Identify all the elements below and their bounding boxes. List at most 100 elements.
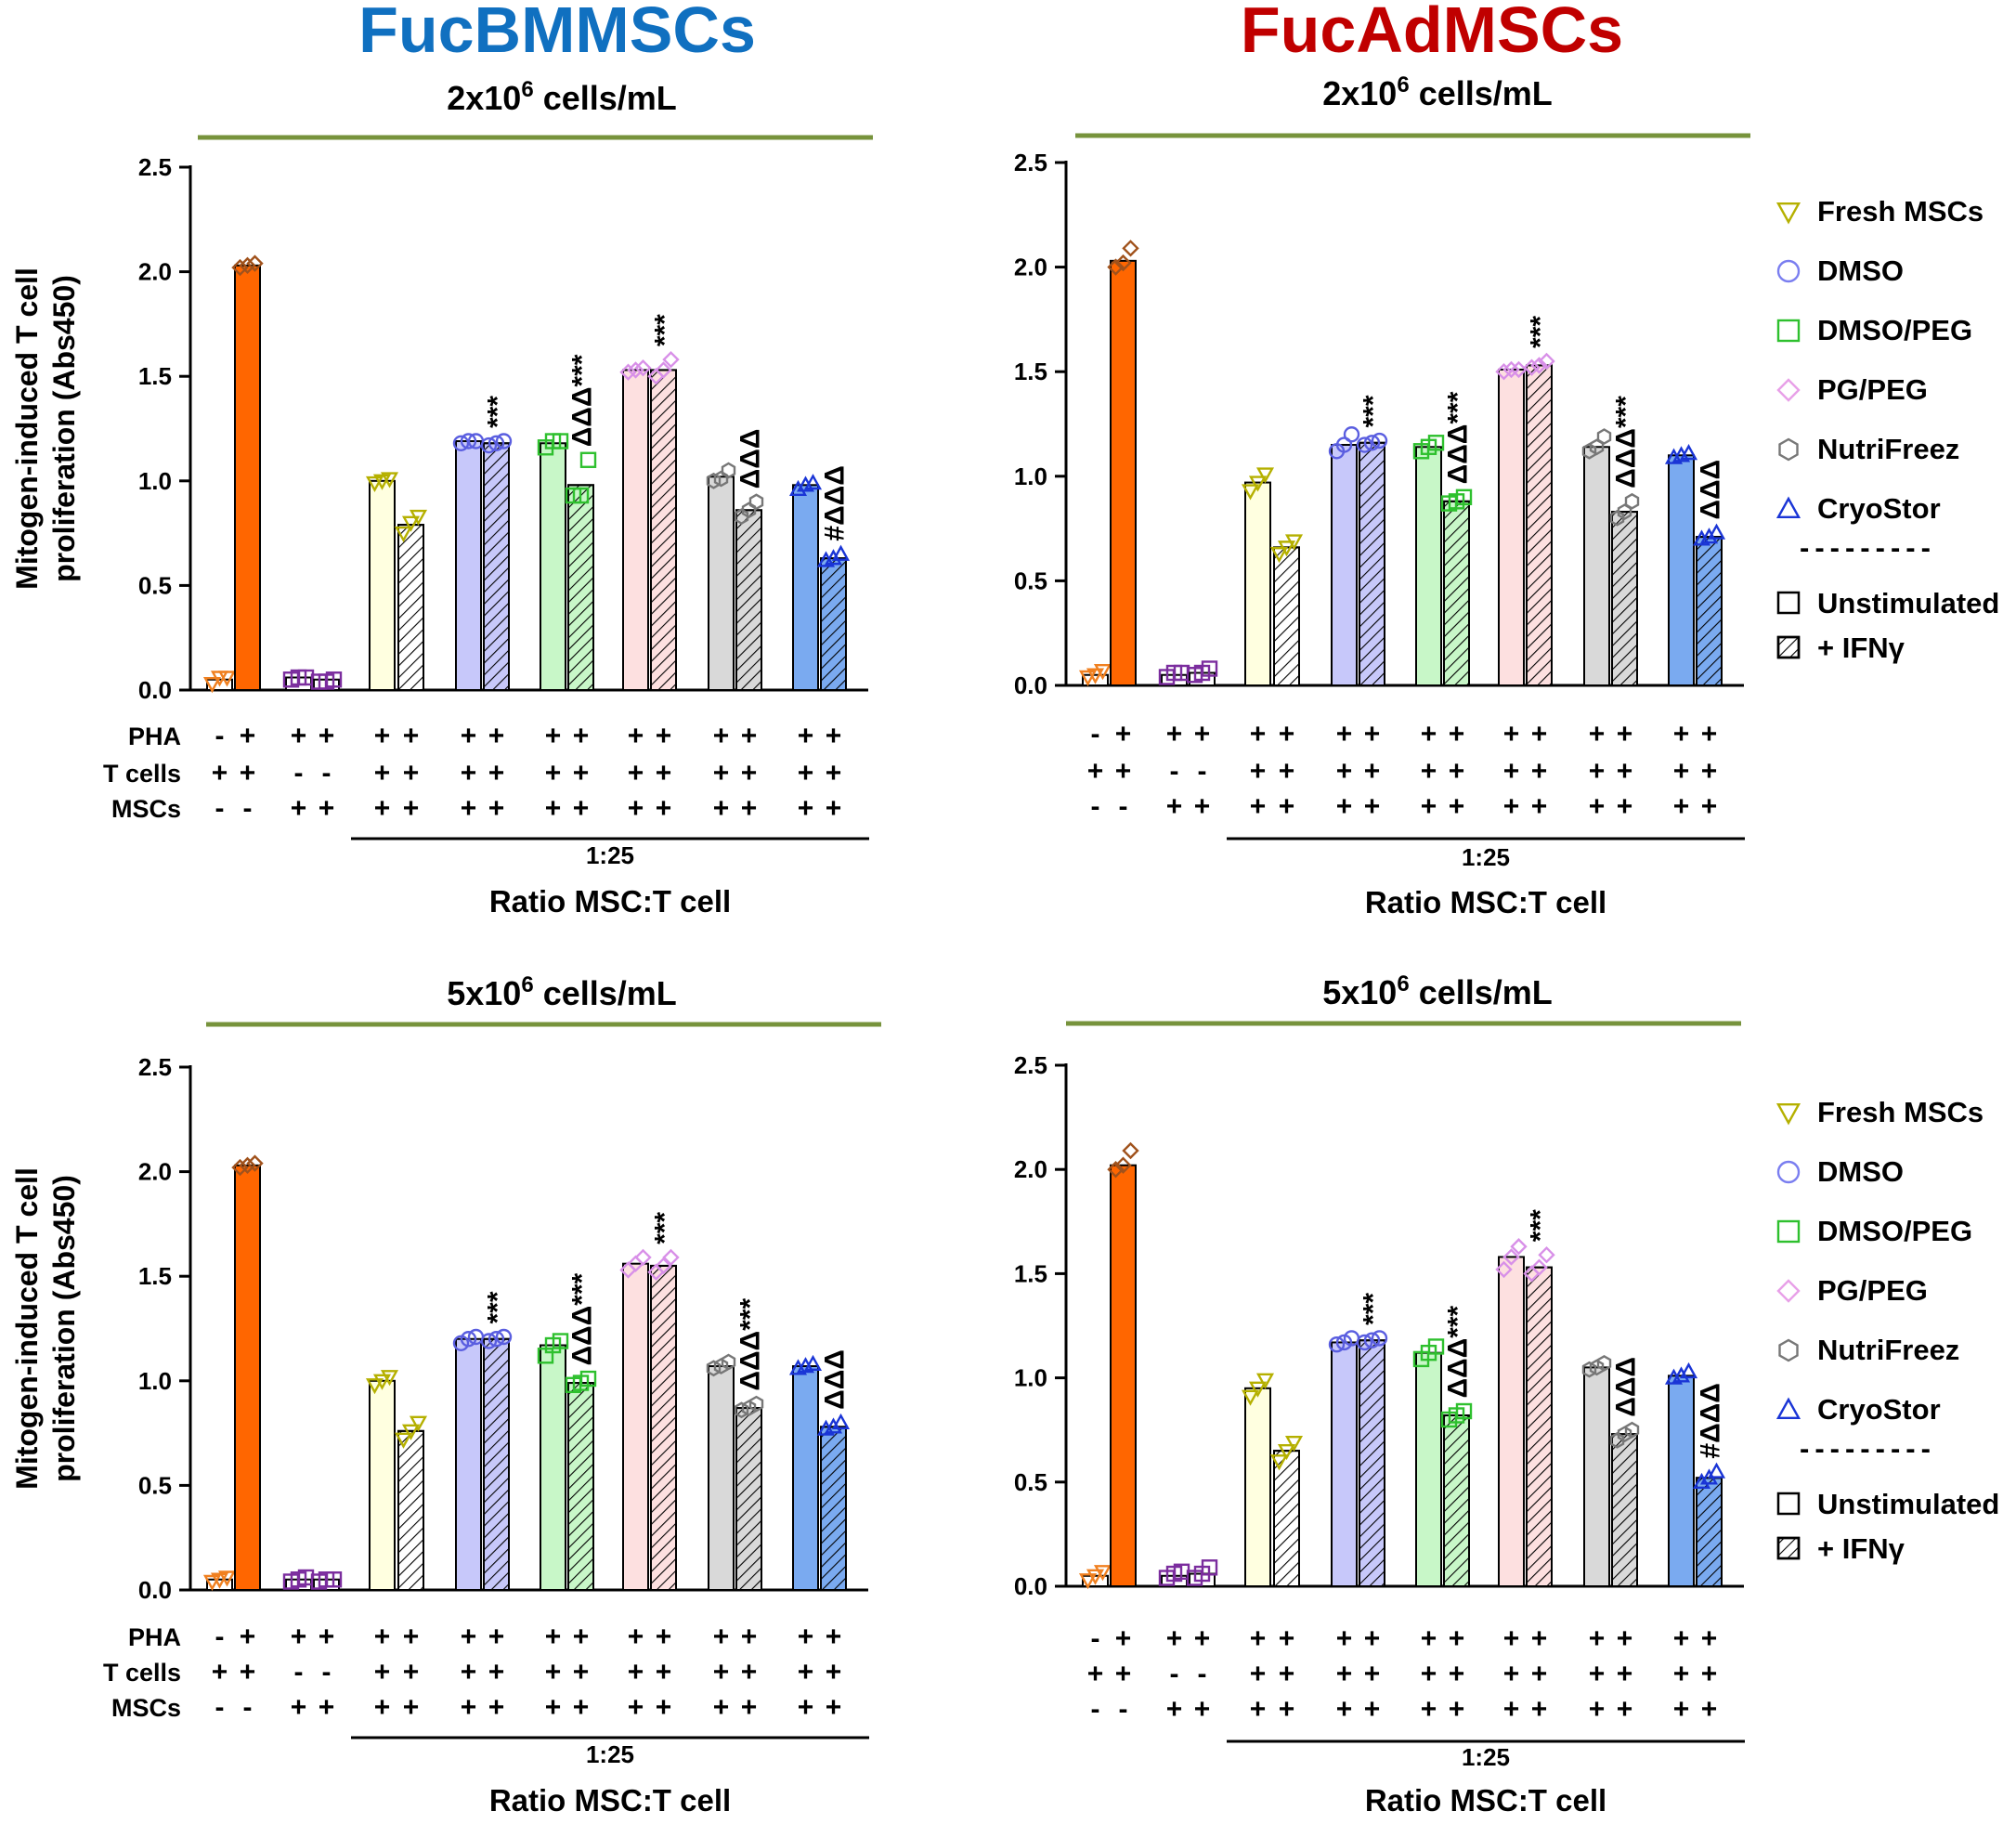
- condition-sign: +: [1115, 1659, 1132, 1689]
- data-point: [217, 1570, 237, 1587]
- y-tick-label: 1.5: [1014, 358, 1047, 385]
- data-point: [1356, 436, 1373, 453]
- condition-sign: +: [1194, 1694, 1211, 1725]
- condition-sign: +: [1115, 1623, 1132, 1654]
- data-point: [1530, 357, 1548, 374]
- condition-sign: +: [1336, 756, 1353, 787]
- data-point: [734, 1401, 749, 1419]
- data-point: [1624, 1421, 1640, 1439]
- condition-sign: +: [461, 1622, 477, 1652]
- condition-sign: +: [1449, 756, 1465, 787]
- data-point: [803, 1354, 823, 1371]
- condition-sign: +: [212, 758, 228, 788]
- condition-sign: +: [1279, 1694, 1295, 1725]
- condition-sign: +: [1279, 1623, 1295, 1654]
- condition-sign: +: [545, 793, 562, 824]
- significance-label: ***: [1359, 395, 1389, 427]
- significance-label: ***: [1359, 1293, 1389, 1325]
- bar-hatch: [1696, 536, 1723, 686]
- condition-sign: +: [1115, 756, 1132, 787]
- condition-sign: -: [215, 1692, 225, 1723]
- data-point: [246, 254, 264, 272]
- y-tick-label: 0.0: [1014, 671, 1047, 699]
- condition-sign: +: [240, 1657, 256, 1687]
- condition-sign: +: [374, 793, 391, 824]
- condition-sign: +: [319, 1692, 335, 1723]
- panel-title: 2x106 cells/mL: [1322, 72, 1553, 112]
- legend-label: DMSO: [1817, 254, 1904, 287]
- data-point: [452, 435, 470, 451]
- data-point: [1201, 1559, 1218, 1576]
- data-point: [1596, 428, 1612, 445]
- condition-sign: +: [1279, 756, 1295, 787]
- condition-sign: +: [628, 721, 644, 751]
- significance-label: ***: [483, 396, 514, 428]
- condition-sign: +: [628, 1622, 644, 1652]
- legend-marker: [1776, 319, 1801, 343]
- condition-sign: +: [374, 1622, 391, 1652]
- bar: [708, 1365, 735, 1592]
- condition-sign: +: [1449, 1623, 1465, 1654]
- condition-sign: -: [243, 1692, 253, 1723]
- legend-label: NutriFreez: [1817, 433, 1959, 465]
- condition-sign: +: [212, 1657, 228, 1687]
- condition-sign: +: [1617, 719, 1633, 749]
- condition-sign: +: [628, 1657, 644, 1687]
- condition-sign: +: [573, 793, 590, 824]
- condition-sign: +: [374, 1657, 391, 1687]
- data-point: [1343, 426, 1360, 443]
- condition-sign: +: [1673, 791, 1690, 822]
- y-tick-label: 2.0: [138, 258, 172, 286]
- condition-sign: +: [240, 758, 256, 788]
- bar-hatch: [483, 442, 510, 691]
- condition-sign: -: [1119, 1694, 1128, 1725]
- bar-hatch: [1359, 441, 1385, 686]
- data-point: [1455, 1402, 1473, 1420]
- condition-sign: +: [1421, 791, 1437, 822]
- condition-sign: +: [1421, 756, 1437, 787]
- x-axis-label: Ratio MSC:T cell: [489, 884, 731, 919]
- bar-hatch: [820, 1426, 847, 1591]
- data-point: [824, 549, 843, 566]
- significance-label: #ΔΔΔ: [820, 465, 851, 541]
- data-point: [1277, 1443, 1296, 1461]
- data-point: [1363, 435, 1381, 451]
- condition-sign: +: [1336, 791, 1353, 822]
- data-point: [655, 1257, 672, 1275]
- condition-row-label: MSCs: [111, 795, 181, 823]
- data-point: [495, 433, 513, 449]
- condition-sign: +: [1617, 791, 1633, 822]
- bar: [540, 1344, 566, 1591]
- bar: [1331, 444, 1358, 686]
- panel-title-sup: 6: [521, 972, 533, 997]
- significance-label: ΔΔΔ: [735, 429, 766, 489]
- condition-sign: -: [1091, 791, 1100, 822]
- data-point: [1692, 1472, 1711, 1490]
- panel-title-sup: 6: [521, 77, 533, 102]
- condition-sign: -: [1091, 1623, 1100, 1654]
- data-point: [394, 526, 413, 543]
- legend-divider: ---------: [1800, 1432, 1936, 1465]
- bar-hatch: [1526, 364, 1553, 686]
- condition-sign: +: [374, 721, 391, 751]
- panel-title-sup: 6: [1397, 971, 1409, 997]
- condition-sign: +: [1673, 756, 1690, 787]
- significance-label: ***: [1526, 1209, 1556, 1242]
- condition-sign: +: [1364, 1623, 1381, 1654]
- condition-sign: +: [573, 721, 590, 751]
- condition-sign: +: [573, 1622, 590, 1652]
- y-tick-label: 1.0: [1014, 1364, 1047, 1392]
- data-point: [480, 436, 498, 454]
- bar-hatch: [567, 1382, 594, 1591]
- bar-hatch: [1443, 500, 1470, 686]
- significance-label: ***: [650, 314, 681, 346]
- y-tick-label: 0.5: [1014, 1468, 1047, 1496]
- legend-divider: ---------: [1800, 531, 1936, 564]
- y-tick-label: 1.0: [138, 1367, 172, 1395]
- condition-sign: -: [1170, 756, 1179, 787]
- condition-sign: +: [1279, 791, 1295, 822]
- condition-sign: +: [1673, 1694, 1690, 1725]
- data-point: [1502, 1248, 1520, 1266]
- significance-label: ΔΔΔ***: [1443, 391, 1474, 484]
- legend-marker: [1778, 1338, 1799, 1362]
